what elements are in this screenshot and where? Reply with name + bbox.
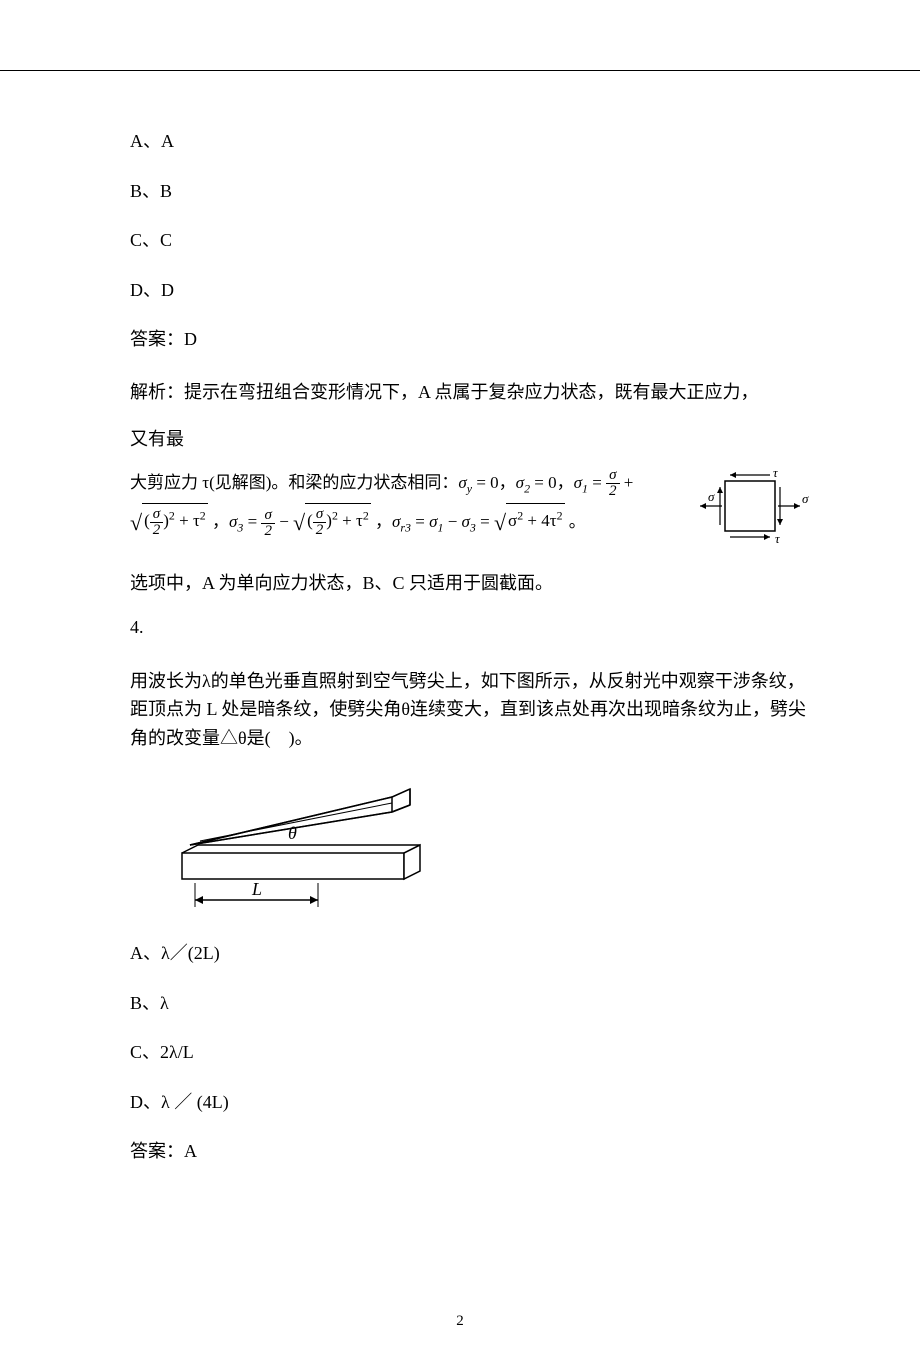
theta-label: θ bbox=[288, 823, 297, 843]
option-d: D、D bbox=[130, 280, 810, 302]
option-q4-c: C、2λ/L bbox=[130, 1042, 810, 1064]
formula-block-q3: 大剪应力 τ(见解图)。和梁的应力状态相同：σy = 0，σ2 = 0，σ1 =… bbox=[130, 463, 810, 548]
formula-text-q3: 大剪应力 τ(见解图)。和梁的应力状态相同：σy = 0，σ2 = 0，σ1 =… bbox=[130, 466, 680, 545]
formula-prefix: 大剪应力 τ(见解图)。和梁的应力状态相同： bbox=[130, 473, 458, 492]
option-q4-d: D、λ ／ (4L) bbox=[130, 1092, 810, 1114]
explain-q3-line1: 解析：提示在弯扭组合变形情况下，A 点属于复杂应力状态，既有最大正应力， bbox=[130, 379, 810, 406]
sigma-right-label: σ bbox=[802, 491, 809, 506]
option-q4-a: A、λ／(2L) bbox=[130, 943, 810, 965]
option-q4-b: B、λ bbox=[130, 993, 810, 1015]
wedge-diagram: θ L bbox=[170, 775, 430, 920]
answer-q3: 答案：D bbox=[130, 329, 810, 351]
question-4-text: 用波长为λ的单色光垂直照射到空气劈尖上，如下图所示，从反射光中观察干涉条纹，距顶… bbox=[130, 667, 810, 753]
option-a: A、A bbox=[130, 131, 810, 153]
l-label: L bbox=[251, 879, 262, 899]
question-4-number: 4. bbox=[130, 617, 810, 639]
stress-element-diagram: σ σ τ τ bbox=[680, 463, 810, 548]
answer-q4: 答案：A bbox=[130, 1141, 810, 1163]
option-c: C、C bbox=[130, 230, 810, 252]
page-number: 2 bbox=[0, 1313, 920, 1330]
sigma-left-label: σ bbox=[708, 489, 715, 504]
option-b: B、B bbox=[130, 181, 810, 203]
tau-top-label: τ bbox=[773, 465, 779, 480]
explain-q3-line2: 又有最 bbox=[130, 426, 810, 453]
tau-bottom-label: τ bbox=[775, 531, 781, 546]
explain-q3-note: 选项中，A 为单向应力状态，B、C 只适用于圆截面。 bbox=[130, 570, 810, 597]
